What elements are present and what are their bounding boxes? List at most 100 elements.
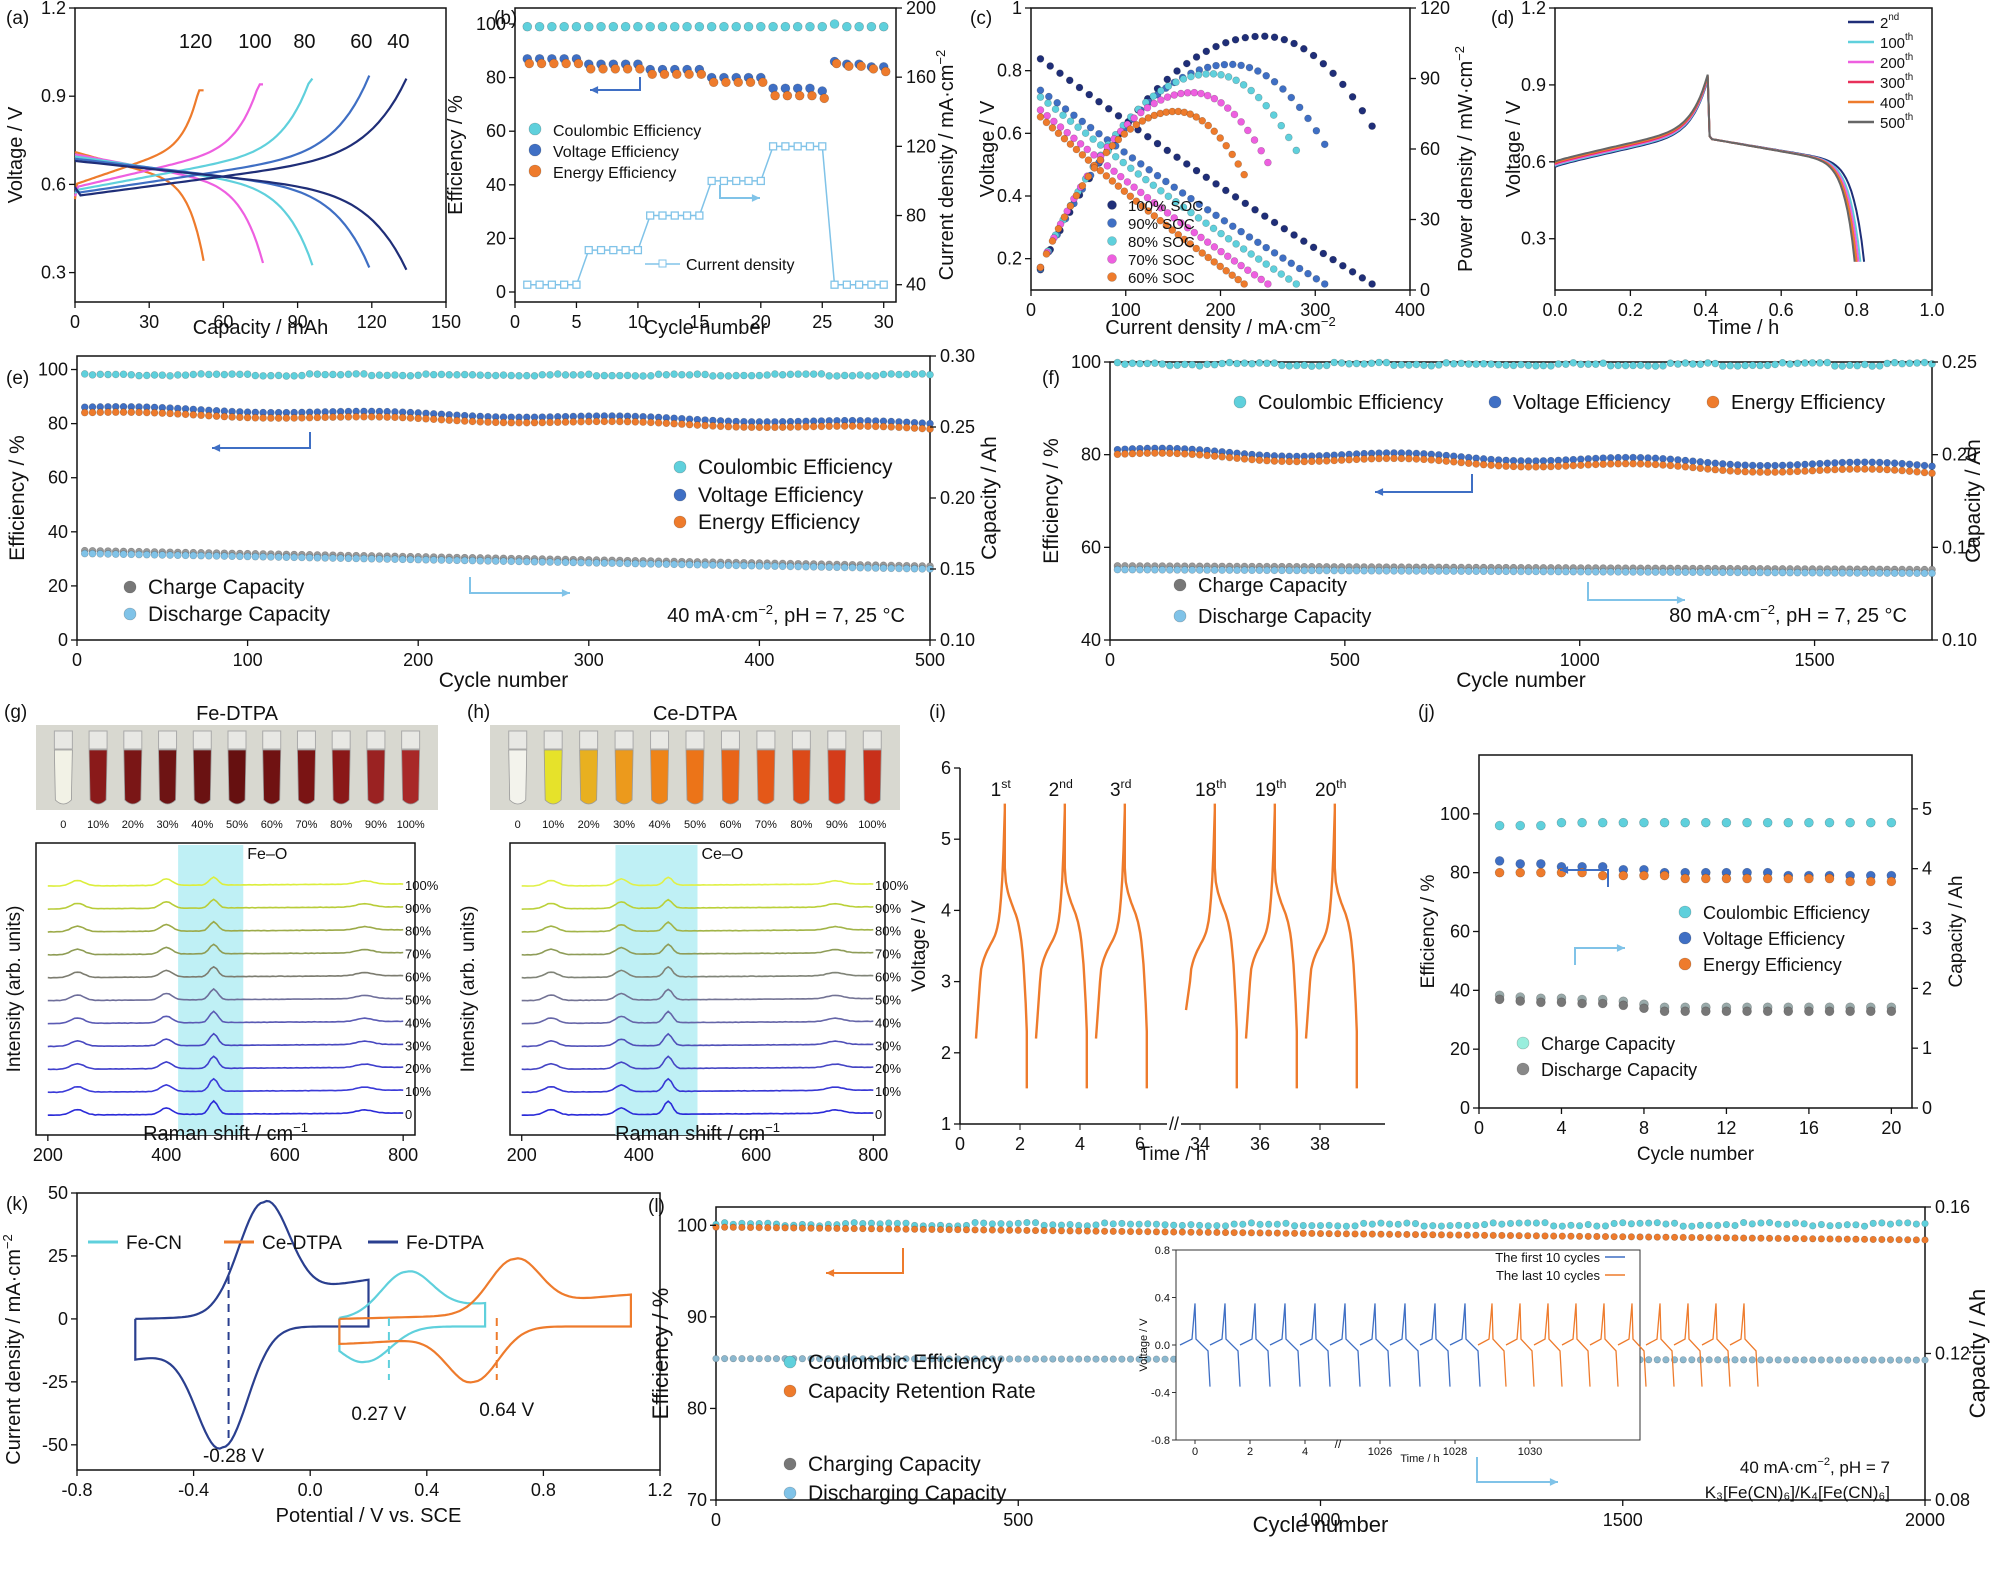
polarization-point xyxy=(1195,200,1204,209)
retention-point xyxy=(1204,1228,1212,1236)
ce-point xyxy=(1726,361,1735,370)
ce-point xyxy=(1601,1222,1610,1230)
polarization-point xyxy=(1050,117,1058,126)
ce-point xyxy=(895,370,903,379)
ce-point xyxy=(1263,359,1271,368)
legend-label: 100th xyxy=(1880,32,1913,52)
y-axis-title: Efficiency / % xyxy=(6,435,29,561)
ee-point xyxy=(1554,462,1563,471)
inset-first-cycle xyxy=(1359,1303,1391,1387)
ee-point xyxy=(1151,449,1159,457)
y-tick-label: 6 xyxy=(941,758,951,778)
x-tick-label: 20 xyxy=(751,312,771,332)
discharge-capacity-point xyxy=(561,558,570,567)
retention-point xyxy=(1213,1228,1221,1237)
vial-label: 50% xyxy=(226,819,248,831)
x-tick-label: 10 xyxy=(628,312,648,332)
ce-point xyxy=(1532,361,1540,370)
ce-point xyxy=(1170,1221,1178,1229)
current-point xyxy=(572,280,581,289)
legend-marker xyxy=(1678,957,1692,971)
ce-point xyxy=(1188,360,1196,369)
power-point xyxy=(1284,133,1293,142)
ce-point xyxy=(1584,360,1593,368)
ce-point xyxy=(829,19,840,29)
ce-point xyxy=(1831,362,1839,370)
ce-point xyxy=(1733,362,1742,370)
level-label: 60% xyxy=(875,970,901,985)
charging-capacity-point xyxy=(1921,1356,1929,1364)
current-point xyxy=(523,280,532,289)
y2-tick-label: 0.15 xyxy=(940,559,975,579)
ce-point xyxy=(878,21,889,32)
discharge-capacity-point xyxy=(1487,567,1495,576)
y2-tick-label: 200 xyxy=(906,0,936,18)
ee-point xyxy=(282,414,291,422)
legend-marker xyxy=(673,515,687,529)
retention-point xyxy=(1860,1235,1869,1243)
ce-point xyxy=(1247,1219,1256,1227)
polarization-point xyxy=(1046,62,1055,70)
x-axis-title: Current density / mA·cm−2 xyxy=(1105,314,1335,339)
discharge-capacity-point xyxy=(80,549,89,558)
polarization-point xyxy=(1210,258,1219,266)
discharge-capacity-point xyxy=(1225,566,1234,574)
ce-point xyxy=(654,370,663,379)
y-tick-label: 1 xyxy=(1012,0,1022,18)
ee-point xyxy=(1532,463,1540,471)
polarization-point xyxy=(1119,158,1128,167)
inset-first-cycle xyxy=(1449,1303,1481,1387)
ce-point xyxy=(1218,359,1226,368)
discharge-capacity-point xyxy=(212,552,221,560)
ee-point xyxy=(1270,457,1279,465)
panel-label: (c) xyxy=(970,8,992,29)
fe-cn-cv xyxy=(338,1270,487,1364)
discharge-capacity-point xyxy=(802,562,810,571)
discharge-capacity-point xyxy=(1721,1006,1732,1017)
ce-point xyxy=(1688,1222,1696,1230)
ce-point xyxy=(1446,1221,1454,1230)
ce-point xyxy=(1420,361,1428,370)
ce-point xyxy=(833,372,841,380)
discharge-capacity-point xyxy=(1913,569,1921,578)
ee-point xyxy=(1293,457,1301,466)
power-point xyxy=(1192,53,1201,61)
ce-point xyxy=(1765,1219,1774,1227)
polarization-point xyxy=(1228,222,1237,231)
ee-point xyxy=(398,413,407,422)
ce-point xyxy=(104,370,112,379)
charging-capacity-point xyxy=(1748,1356,1756,1364)
retention-point xyxy=(1299,1229,1307,1237)
legend-marker xyxy=(123,580,137,594)
ee-point xyxy=(1905,467,1914,475)
ce-point xyxy=(243,370,252,379)
charging-capacity-point xyxy=(1645,1356,1653,1364)
ce-point xyxy=(1748,1220,1756,1228)
polarization-point xyxy=(1162,221,1171,230)
ce-point xyxy=(1375,358,1383,367)
ee-point xyxy=(1748,468,1757,476)
condition-label: 40 mA·cm−2, pH = 7 xyxy=(1740,1456,1890,1477)
discharge-capacity-point xyxy=(1689,568,1697,577)
legend-ee: Energy Efficiency xyxy=(1703,955,1842,975)
panel-label: (e) xyxy=(6,368,29,389)
vial-cap xyxy=(401,730,421,750)
y-tick-label: 0.4 xyxy=(997,186,1022,206)
ee-point xyxy=(1136,449,1144,458)
retention-point xyxy=(980,1226,988,1234)
inset-x-tick-label: 1026 xyxy=(1368,1446,1392,1458)
ce-point xyxy=(1835,1221,1843,1230)
retention-point xyxy=(1662,1233,1670,1241)
y-tick-label: 25 xyxy=(48,1246,68,1266)
band-label: Fe–O xyxy=(247,846,287,863)
ce-point xyxy=(1763,361,1772,370)
retention-point xyxy=(1558,1232,1566,1240)
power-point xyxy=(1223,104,1232,112)
x-axis-title: Raman shift / cm−1 xyxy=(615,1120,780,1145)
y-tick-label: 80 xyxy=(1081,445,1101,465)
charging-capacity-point xyxy=(1843,1356,1851,1364)
charging-capacity-point xyxy=(1800,1356,1808,1364)
discharge-capacity-point xyxy=(1886,1006,1897,1017)
discharge-capacity-point xyxy=(1556,997,1567,1008)
retention-point xyxy=(1170,1228,1178,1236)
